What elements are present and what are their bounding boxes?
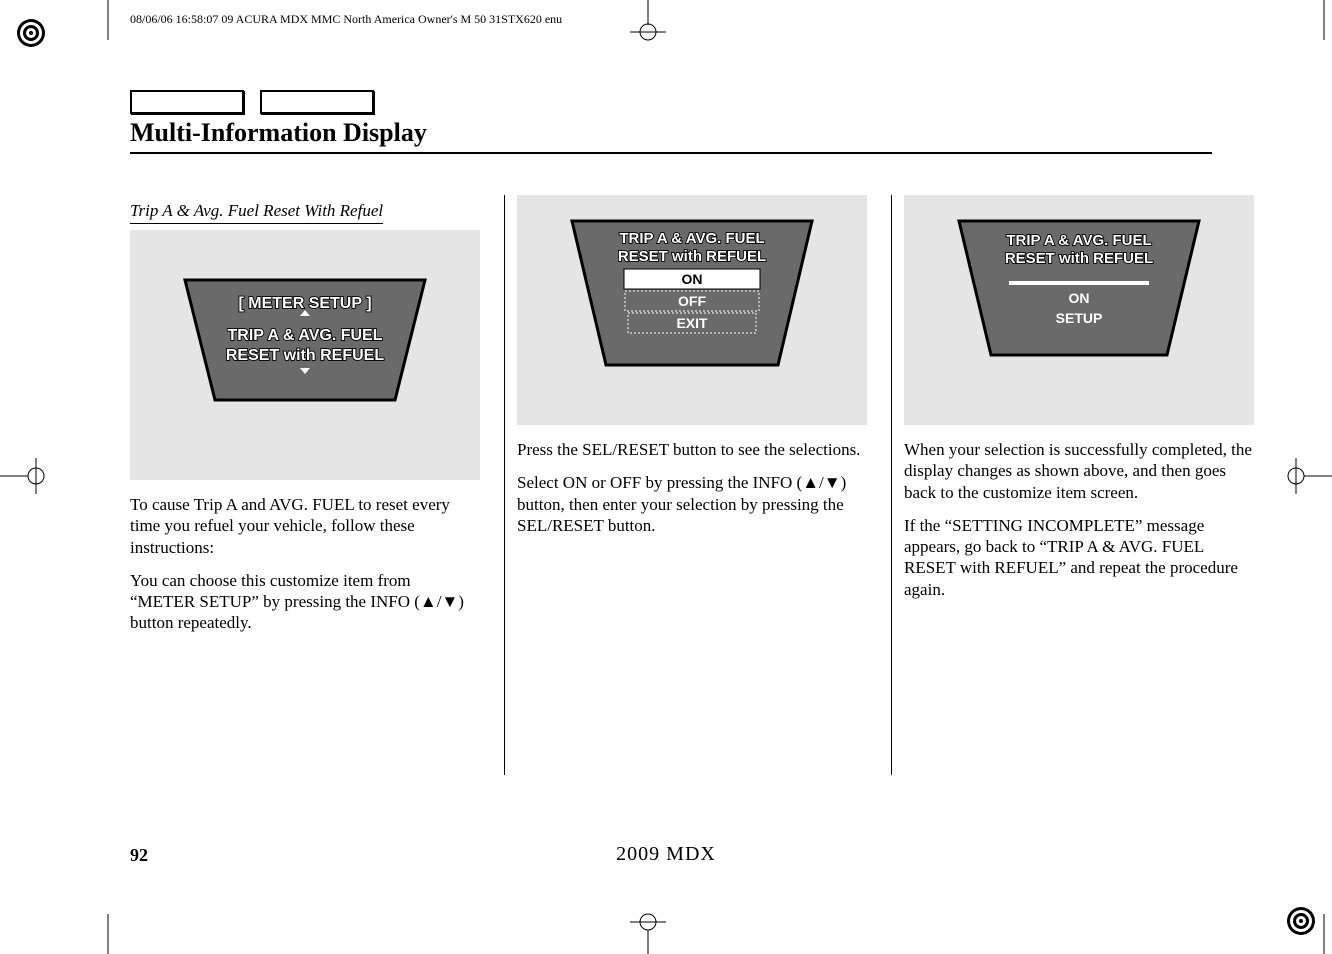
svg-text:SETUP: SETUP [1056, 310, 1103, 326]
svg-text:ON: ON [682, 271, 703, 287]
svg-text:ON: ON [1069, 290, 1090, 306]
columns: Trip A & Avg. Fuel Reset With Refuel [ M… [130, 195, 1266, 775]
svg-text:TRIP A & AVG. FUEL: TRIP A & AVG. FUEL [1006, 232, 1151, 249]
svg-text:TRIP A & AVG. FUEL: TRIP A & AVG. FUEL [228, 327, 383, 344]
col1-p1: To cause Trip A and AVG. FUEL to reset e… [130, 494, 480, 558]
screen-1-area: [ METER SETUP ] TRIP A & AVG. FUEL RESET… [130, 230, 480, 480]
col2-p1: Press the SEL/RESET button to see the se… [517, 439, 867, 460]
header-meta: 08/06/06 16:58:07 09 ACURA MDX MMC North… [130, 12, 562, 27]
screen-2-area: TRIP A & AVG. FUEL RESET with REFUEL ON … [517, 195, 867, 425]
column-2: TRIP A & AVG. FUEL RESET with REFUEL ON … [517, 195, 879, 775]
col1-p2: You can choose this customize item from … [130, 570, 480, 634]
column-1: Trip A & Avg. Fuel Reset With Refuel [ M… [130, 195, 492, 775]
col2-p2: Select ON or OFF by pressing the INFO (▲… [517, 472, 867, 536]
subheading: Trip A & Avg. Fuel Reset With Refuel [130, 201, 383, 224]
screen-1: [ METER SETUP ] TRIP A & AVG. FUEL RESET… [175, 270, 435, 410]
column-3: TRIP A & AVG. FUEL RESET with REFUEL ON … [904, 195, 1266, 775]
col3-p1: When your selection is successfully comp… [904, 439, 1254, 503]
column-separator-2 [891, 195, 892, 775]
page: 08/06/06 16:58:07 09 ACURA MDX MMC North… [0, 0, 1332, 954]
svg-text:RESET with REFUEL: RESET with REFUEL [1005, 250, 1153, 267]
page-title: Multi-Information Display [130, 118, 1212, 154]
title-area: Multi-Information Display [130, 90, 1212, 158]
svg-text:TRIP A & AVG. FUEL: TRIP A & AVG. FUEL [619, 230, 764, 247]
svg-text:EXIT: EXIT [676, 315, 708, 331]
svg-text:RESET with REFUEL: RESET with REFUEL [618, 248, 766, 265]
column-separator-1 [504, 195, 505, 775]
screen-2: TRIP A & AVG. FUEL RESET with REFUEL ON … [562, 215, 822, 375]
screen-3: TRIP A & AVG. FUEL RESET with REFUEL ON … [949, 215, 1209, 365]
svg-text:OFF: OFF [678, 293, 706, 309]
col3-p2: If the “SETTING INCOMPLETE” message appe… [904, 515, 1254, 600]
svg-text:[ METER SETUP ]: [ METER SETUP ] [238, 295, 371, 312]
footer-model: 2009 MDX [0, 843, 1332, 866]
blank-box-2 [260, 90, 374, 114]
screen-3-area: TRIP A & AVG. FUEL RESET with REFUEL ON … [904, 195, 1254, 425]
svg-text:RESET with REFUEL: RESET with REFUEL [226, 347, 384, 364]
blank-box-1 [130, 90, 244, 114]
